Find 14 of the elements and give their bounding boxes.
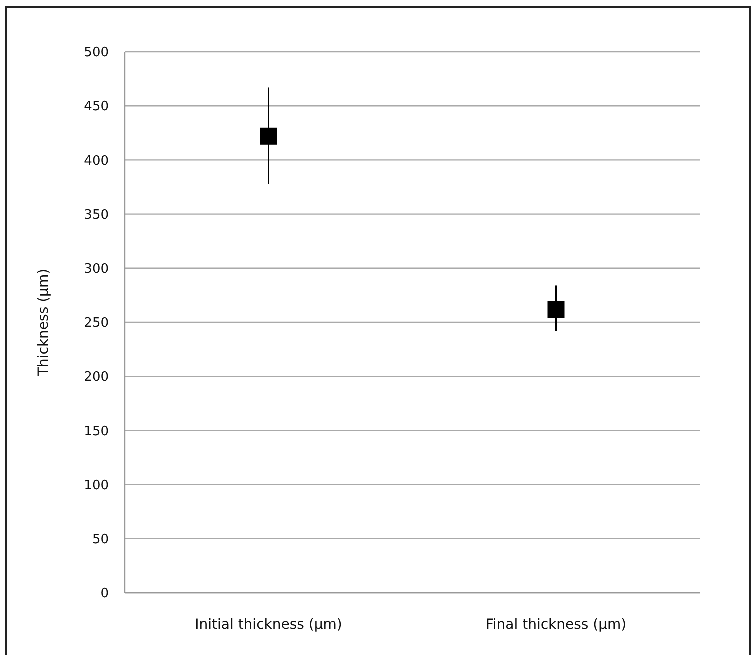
y-tick-label: 500: [84, 46, 109, 61]
y-tick-label: 200: [84, 370, 109, 386]
y-tick-label: 0: [100, 586, 109, 602]
y-axis-title: Thickness (µm): [36, 268, 52, 378]
y-tick-label: 150: [84, 424, 109, 440]
y-tick-label: 450: [84, 100, 109, 115]
y-tick-label: 100: [84, 478, 109, 494]
y-tick-label: 350: [84, 208, 109, 223]
y-tick-label: 400: [84, 154, 109, 169]
x-tick-label: Initial thickness (µm): [195, 617, 342, 633]
y-tick-label: 250: [84, 316, 109, 332]
x-tick-label: Final thickness (µm): [486, 617, 627, 633]
y-tick-label: 50: [92, 532, 109, 548]
y-tick-label: 300: [84, 262, 109, 277]
